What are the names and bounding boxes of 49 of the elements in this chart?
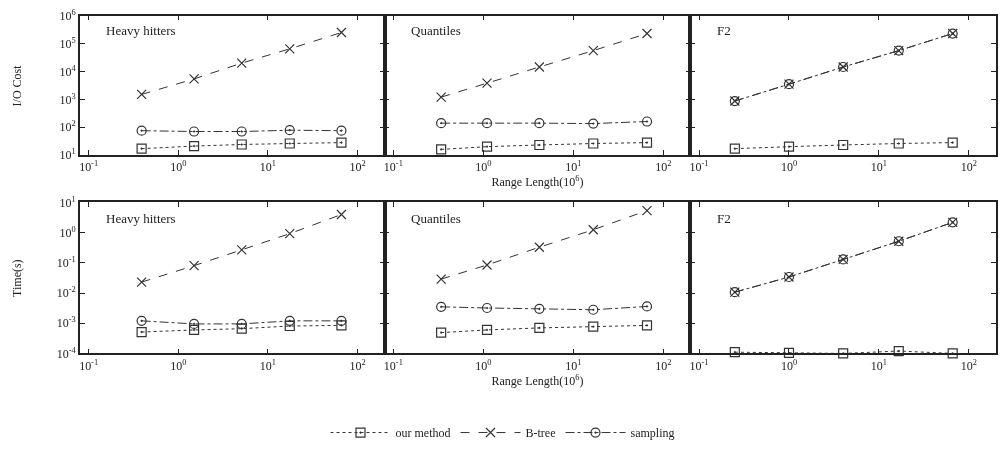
x-tick-label: 10$^{-1}$ (79, 357, 99, 373)
x-tick-label: 10$^{-1}$ (383, 357, 403, 373)
x-axis-title: Range Length(10$^{6}$) (491, 372, 584, 388)
y-tick-label: 10$^{4}$ (59, 63, 77, 79)
y-axis-title: I/O Cost (9, 64, 24, 107)
y-axis-title: Time(s) (10, 259, 25, 297)
x-tick-label: 10$^{0}$ (780, 357, 798, 373)
y-tick-label: 10$^{-3}$ (56, 315, 76, 331)
y-tick-label: 10$^{-4}$ (56, 345, 77, 361)
x-tick-label: 10$^{2}$ (960, 357, 978, 373)
legend-label: our method (395, 426, 451, 441)
y-tick-label: 10$^{2}$ (59, 119, 76, 135)
text: Heavy hitters (106, 23, 176, 38)
text: F2 (717, 211, 731, 226)
x-tick-label: 10$^{2}$ (960, 159, 978, 175)
x-tick-label: 10$^{1}$ (565, 357, 582, 373)
x-axis-title: Range Length(10$^{6}$) (491, 174, 584, 190)
text: Quantiles (411, 23, 461, 38)
y-tick-label: 10$^{-2}$ (56, 285, 76, 301)
x-tick-label: 10$^{0}$ (170, 357, 187, 373)
y-tick-label: 10$^{1}$ (59, 194, 76, 210)
text: Heavy hitters (106, 211, 176, 226)
x-tick-label: 10$^{0}$ (475, 159, 492, 175)
x-tick-label: 10$^{2}$ (655, 357, 672, 373)
text: F2 (717, 23, 731, 38)
y-tick-label: 10$^{1}$ (59, 147, 76, 163)
x-tick-label: 10$^{1}$ (870, 159, 888, 175)
legend-label: sampling (630, 426, 675, 441)
x-tick-label: 10$^{0}$ (170, 159, 187, 175)
y-tick-label: 10$^{-1}$ (56, 255, 76, 271)
text: Quantiles (411, 211, 461, 226)
x-tick-label: 10$^{1}$ (565, 159, 582, 175)
x-tick-label: 10$^{2}$ (349, 357, 366, 373)
x-tick-label: 10$^{0}$ (475, 357, 492, 373)
x-tick-label: 10$^{-1}$ (689, 357, 709, 373)
y-tick-label: 10$^{0}$ (59, 224, 76, 240)
x-tick-label: 10$^{0}$ (780, 159, 798, 175)
y-tick-label: 10$^{6}$ (59, 7, 76, 23)
x-tick-label: 10$^{-1}$ (79, 159, 99, 175)
x-tick-label: 10$^{-1}$ (383, 159, 403, 175)
legend-label: B-tree (525, 426, 556, 441)
x-tick-label: 10$^{2}$ (655, 159, 672, 175)
x-tick-label: 10$^{2}$ (349, 159, 366, 175)
y-tick-label: 10$^{5}$ (59, 35, 76, 51)
x-tick-label: 10$^{1}$ (870, 357, 888, 373)
x-tick-label: 10$^{-1}$ (689, 159, 709, 175)
y-tick-label: 10$^{3}$ (59, 91, 76, 107)
x-tick-label: 10$^{1}$ (259, 357, 277, 373)
x-tick-label: 10$^{1}$ (259, 159, 277, 175)
